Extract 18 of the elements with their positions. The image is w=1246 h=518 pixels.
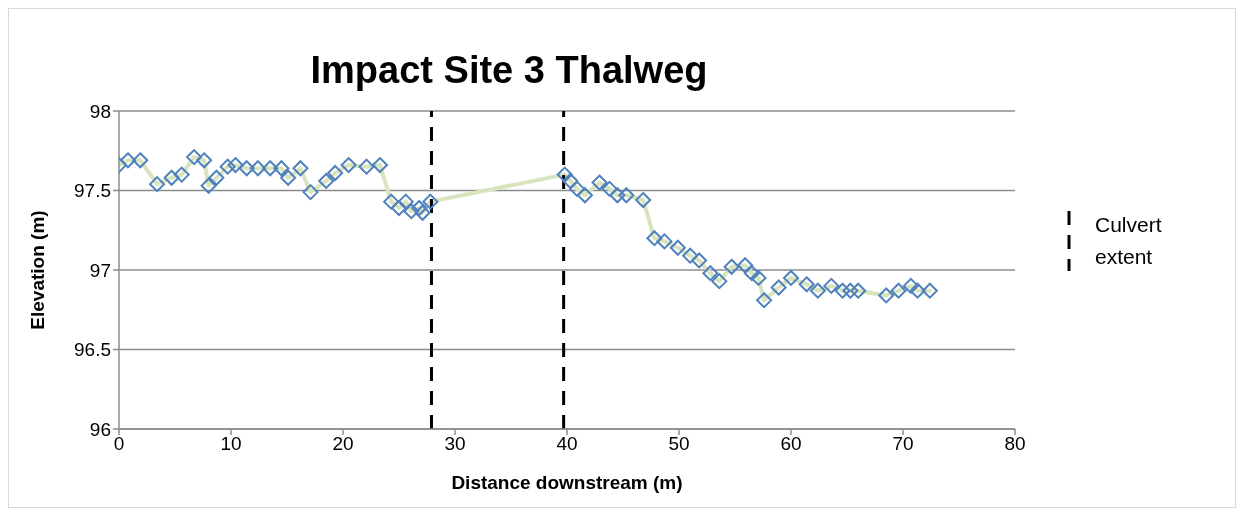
y-tick-label: 97.5	[74, 180, 111, 202]
x-tick-label: 80	[1004, 433, 1026, 455]
x-tick-label: 10	[220, 433, 242, 455]
y-tick-label: 96	[89, 418, 111, 440]
chart-title: Impact Site 3 Thalweg	[309, 49, 709, 92]
x-tick-label: 0	[113, 433, 125, 455]
y-tick-label: 98	[89, 100, 111, 122]
y-tick-label: 96.5	[74, 339, 111, 361]
y-tick-label: 97	[89, 259, 111, 281]
ref-line-label: Culvert extent	[1095, 212, 1163, 270]
x-tick-label: 20	[332, 433, 354, 455]
x-axis-title: Distance downstream (m)	[451, 472, 683, 493]
x-tick-label: 50	[668, 433, 690, 455]
x-tick-label: 60	[780, 433, 802, 455]
x-tick-label: 40	[556, 433, 578, 455]
x-tick-label: 30	[444, 433, 466, 455]
y-axis-title: Elevation (m)	[26, 210, 48, 330]
x-tick-label: 70	[892, 433, 914, 455]
